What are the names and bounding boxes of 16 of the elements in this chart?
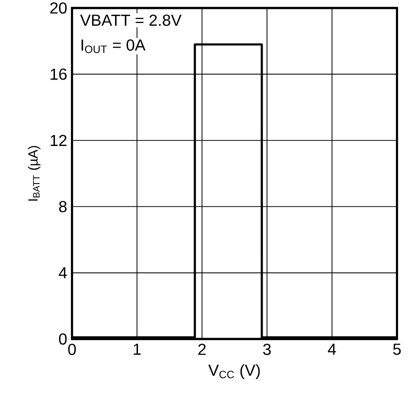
x-tick-label: 2 [198,344,206,355]
y-tick-label: 20 [50,2,67,14]
x-axis-title: V$_{CC}$ (V) [208,364,260,380]
y-tick-label: 16 [50,68,67,80]
annotation: I$_{OUT}$ = 0A [82,39,146,54]
y-tick-label: 8 [59,200,67,212]
y-tick-label: 4 [58,267,67,278]
y-axis-title: I$_{BATT}$ (µA) [28,146,40,201]
y-tick-label: 12 [50,134,66,146]
x-tick-label: 0 [68,344,76,356]
x-tick-label: 1 [134,344,141,355]
y-tick-label: 0 [59,333,67,345]
x-tick-label: 4 [328,344,336,355]
annotation: VBATT = 2.8V [80,14,182,26]
x-tick-label: 3 [263,344,271,356]
x-tick-label: 5 [393,344,401,355]
